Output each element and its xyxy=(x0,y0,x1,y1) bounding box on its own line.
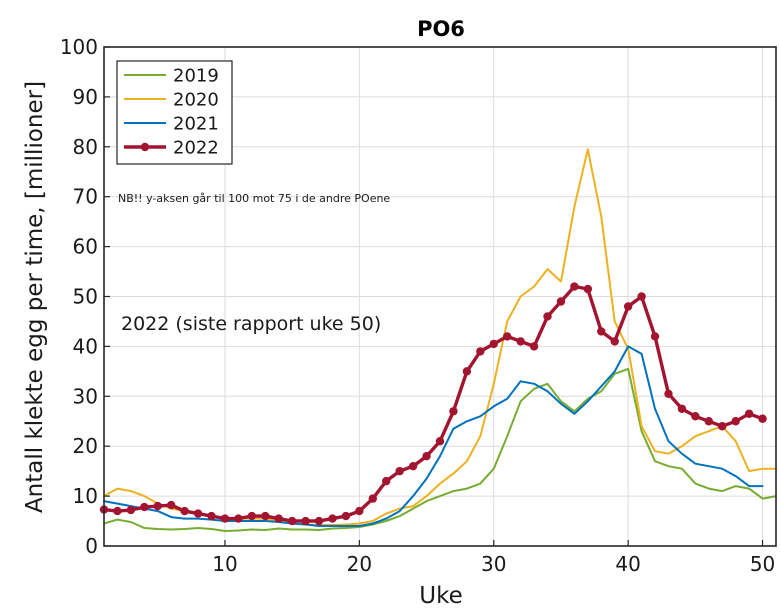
data-point-2022 xyxy=(516,337,525,346)
x-axis-title: Uke xyxy=(419,583,462,609)
data-point-2022 xyxy=(287,516,297,526)
data-point-2022 xyxy=(543,312,552,321)
data-point-2022 xyxy=(691,412,700,421)
legend-label-2022: 2022 xyxy=(173,138,219,159)
report-week-annotation: 2022 (siste rapport uke 50) xyxy=(121,313,381,335)
data-point-2022 xyxy=(382,476,391,486)
data-point-2022 xyxy=(462,367,472,376)
data-point-2022 xyxy=(637,292,646,301)
y-tick-label: 10 xyxy=(73,484,98,508)
data-point-2022 xyxy=(744,409,754,418)
y-tick-label: 80 xyxy=(73,135,98,159)
y-axis-title: Antall klekte egg per time, [millioner] xyxy=(22,81,48,513)
data-point-2022 xyxy=(301,516,310,526)
chart-title: PO6 xyxy=(417,17,465,41)
data-point-2022 xyxy=(556,297,566,306)
data-point-2022 xyxy=(261,511,270,521)
x-tick-label: 50 xyxy=(750,552,775,576)
data-point-2022 xyxy=(704,417,713,426)
y-tick-label: 20 xyxy=(73,434,98,458)
data-point-2022 xyxy=(583,284,593,294)
data-point-2022 xyxy=(368,494,377,503)
data-point-2022 xyxy=(476,347,485,356)
data-point-2022 xyxy=(718,422,727,431)
y-tick-label: 40 xyxy=(73,334,98,358)
y-tick-label: 60 xyxy=(73,235,98,259)
data-point-2022 xyxy=(435,437,445,446)
data-point-2022 xyxy=(140,502,149,512)
data-point-2022 xyxy=(731,417,740,426)
series-line-2019 xyxy=(103,367,777,532)
data-point-2022 xyxy=(153,501,162,511)
data-point-2022 xyxy=(314,516,324,526)
data-point-2022 xyxy=(489,339,498,349)
data-point-2022 xyxy=(180,506,189,516)
data-point-2022 xyxy=(408,461,418,471)
legend-label-2020: 2020 xyxy=(173,90,219,111)
data-point-2022 xyxy=(126,505,136,515)
y-tick-label: 90 xyxy=(73,85,98,109)
data-point-2022 xyxy=(529,342,539,351)
x-tick-label: 20 xyxy=(347,552,372,576)
data-point-2022 xyxy=(650,332,660,341)
x-tick-label: 40 xyxy=(615,552,640,576)
x-tick-label: 10 xyxy=(212,552,237,576)
x-tick-label: 30 xyxy=(481,552,506,576)
data-point-2022 xyxy=(207,511,216,521)
series-line-2021 xyxy=(103,345,764,527)
data-point-2022 xyxy=(113,506,122,516)
legend-label-2019: 2019 xyxy=(173,66,219,87)
axis-note-annotation: NB!! y-aksen går til 100 mot 75 i de and… xyxy=(118,192,390,205)
axis-ticks: 0 10 20 30 40 50 60 70 80 90 100 10 20 30 40 50 xyxy=(60,35,775,576)
y-tick-label: 0 xyxy=(85,534,98,558)
data-point-2022 xyxy=(395,466,404,476)
data-point-2022 xyxy=(167,500,176,510)
data-point-2022 xyxy=(234,514,243,523)
data-point-2022 xyxy=(610,337,619,346)
y-tick-label: 50 xyxy=(73,285,98,309)
data-point-2022 xyxy=(503,332,512,341)
data-point-2022 xyxy=(623,302,633,311)
data-point-2022 xyxy=(758,414,767,423)
data-point-2022 xyxy=(274,514,283,523)
data-point-2022 xyxy=(597,327,606,336)
data-point-2022 xyxy=(677,404,687,413)
y-tick-label: 70 xyxy=(73,185,98,209)
data-point-2022 xyxy=(328,514,337,523)
legend: 2019 2020 2021 2022 xyxy=(116,60,233,165)
data-point-2022 xyxy=(220,514,230,523)
data-point-2022 xyxy=(449,407,458,416)
data-point-2022 xyxy=(355,506,364,516)
data-point-2022 xyxy=(570,282,579,291)
data-point-2022 xyxy=(664,389,673,399)
series-layer xyxy=(99,148,777,532)
y-tick-label: 100 xyxy=(60,35,98,59)
data-point-2022 xyxy=(193,509,203,518)
data-point-2022 xyxy=(341,511,351,521)
data-point-2022 xyxy=(247,511,257,521)
data-point-2022 xyxy=(422,451,431,461)
y-tick-label: 30 xyxy=(73,384,98,408)
legend-label-2021: 2021 xyxy=(173,114,219,135)
legend-marker-2022 xyxy=(140,142,150,152)
